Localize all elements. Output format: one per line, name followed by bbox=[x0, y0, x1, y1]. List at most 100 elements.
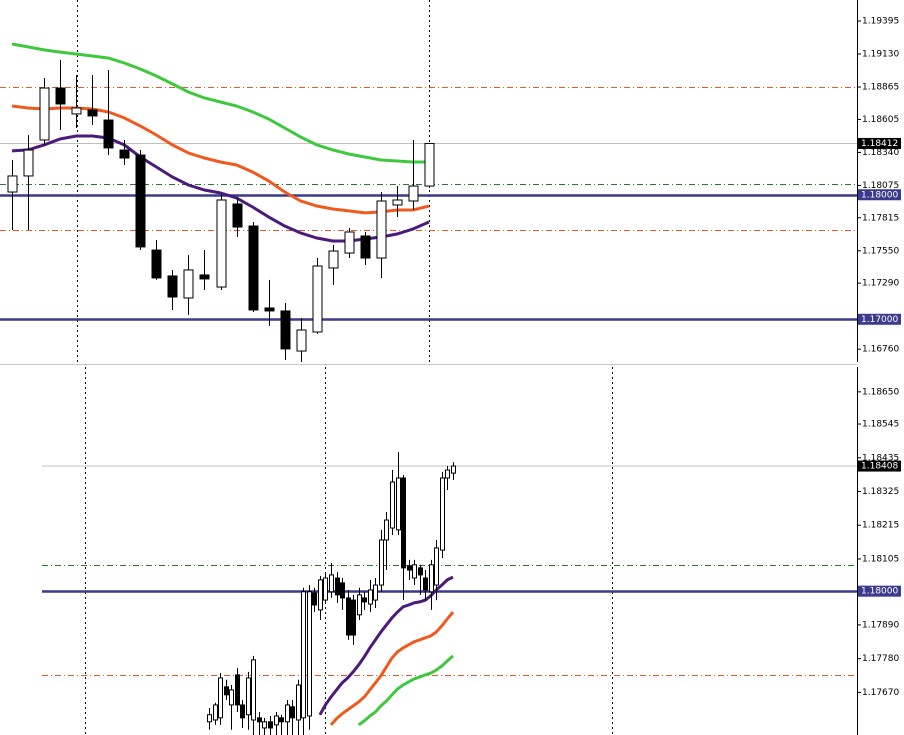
candle-body bbox=[392, 199, 403, 206]
y-tick-label: 1.17890 bbox=[862, 620, 899, 630]
moving-average bbox=[318, 575, 454, 716]
candle-body bbox=[318, 579, 323, 611]
y-tick-label: 1.17290 bbox=[862, 279, 899, 289]
y-tick-label: 1.18105 bbox=[862, 554, 899, 564]
candle-body bbox=[376, 200, 387, 259]
candle-body bbox=[218, 677, 223, 719]
y-tick-label: 1.19130 bbox=[862, 50, 899, 60]
candle-body bbox=[296, 329, 307, 352]
y-tick-label: 1.18650 bbox=[862, 387, 899, 397]
y-tick-label: 1.18215 bbox=[862, 521, 899, 531]
candle-body bbox=[290, 706, 295, 719]
candle-body bbox=[135, 154, 146, 248]
last-price-box bbox=[858, 460, 901, 472]
candle-body bbox=[390, 481, 395, 529]
candle-body bbox=[280, 310, 291, 350]
y-tick-label: 1.18340 bbox=[862, 148, 899, 158]
candle-body bbox=[351, 599, 356, 636]
y-tick-label: 1.18865 bbox=[862, 83, 899, 93]
y-tick-label: 1.18435 bbox=[862, 453, 899, 463]
candle-body bbox=[7, 175, 18, 193]
level-label: 1.18000 bbox=[861, 587, 898, 597]
candle-body bbox=[229, 689, 234, 706]
candle-body bbox=[396, 477, 401, 531]
candle-body bbox=[262, 721, 267, 729]
candle-body bbox=[103, 119, 114, 149]
candle-body bbox=[246, 677, 251, 716]
candle-body bbox=[407, 565, 412, 571]
candle-body bbox=[357, 594, 362, 616]
candle-body bbox=[362, 597, 367, 603]
candle-body bbox=[373, 584, 378, 601]
candle-body bbox=[264, 307, 275, 312]
moving-average bbox=[329, 611, 455, 726]
candle-body bbox=[251, 659, 256, 721]
candle-body bbox=[440, 477, 445, 551]
candle-body bbox=[213, 704, 218, 721]
candle-body bbox=[384, 519, 389, 541]
y-tick-label: 1.17550 bbox=[862, 246, 899, 256]
plot-area bbox=[0, 42, 857, 362]
candle-body bbox=[328, 250, 339, 269]
candle-body bbox=[235, 674, 240, 706]
candle-body bbox=[151, 249, 162, 279]
candle-body bbox=[323, 577, 328, 601]
last-price-label: 1.18408 bbox=[861, 462, 898, 472]
level-label-box bbox=[858, 585, 901, 597]
candle-body bbox=[451, 465, 456, 474]
candle-body bbox=[199, 274, 210, 280]
candle-body bbox=[360, 235, 371, 259]
candle-body bbox=[301, 591, 306, 719]
candle-body bbox=[424, 142, 435, 187]
candle-body bbox=[87, 109, 98, 117]
candle-body bbox=[216, 199, 227, 288]
level-label-box bbox=[858, 189, 901, 201]
candle-body bbox=[445, 469, 450, 479]
last-price-box bbox=[858, 137, 901, 149]
moving-average bbox=[11, 134, 430, 243]
candle-body bbox=[408, 185, 419, 202]
moving-average bbox=[11, 104, 430, 215]
y-tick-label: 1.17815 bbox=[862, 213, 899, 223]
candle-body bbox=[248, 225, 259, 311]
last-price-label: 1.18412 bbox=[861, 139, 898, 149]
candle-body bbox=[279, 717, 284, 723]
candle-body bbox=[285, 704, 290, 723]
level-label-box bbox=[858, 313, 901, 325]
y-tick-label: 1.18545 bbox=[862, 420, 899, 430]
candle-body bbox=[412, 564, 417, 579]
y-tick-label: 1.16760 bbox=[862, 345, 899, 355]
y-tick-label: 1.19395 bbox=[862, 17, 899, 27]
level-label: 1.18000 bbox=[861, 190, 898, 200]
candle-body bbox=[268, 721, 273, 729]
candle-body bbox=[240, 704, 245, 719]
candle-body bbox=[167, 275, 178, 298]
candle-body bbox=[307, 591, 312, 717]
candle-body bbox=[39, 87, 50, 141]
moving-average bbox=[11, 42, 429, 164]
plot-area bbox=[42, 451, 857, 735]
candle-body bbox=[335, 577, 340, 596]
y-tick-label: 1.18325 bbox=[862, 487, 899, 497]
candle-body bbox=[207, 714, 212, 723]
candle-body bbox=[71, 107, 82, 115]
candle-body bbox=[423, 577, 428, 591]
candle-body bbox=[418, 567, 423, 576]
candle-body bbox=[257, 717, 262, 723]
candle-body bbox=[232, 203, 243, 228]
y-tick-label: 1.18075 bbox=[862, 181, 899, 191]
candle-body bbox=[401, 477, 406, 569]
candle-body bbox=[434, 547, 439, 586]
level-label: 1.17000 bbox=[861, 315, 898, 325]
candle-body bbox=[368, 589, 373, 605]
candle-body bbox=[312, 592, 317, 606]
moving-average bbox=[357, 654, 454, 727]
candle-body bbox=[274, 715, 279, 726]
candle-body bbox=[329, 574, 334, 593]
candle-body bbox=[183, 269, 194, 299]
candle-body bbox=[379, 539, 384, 586]
candle-body bbox=[340, 582, 345, 599]
